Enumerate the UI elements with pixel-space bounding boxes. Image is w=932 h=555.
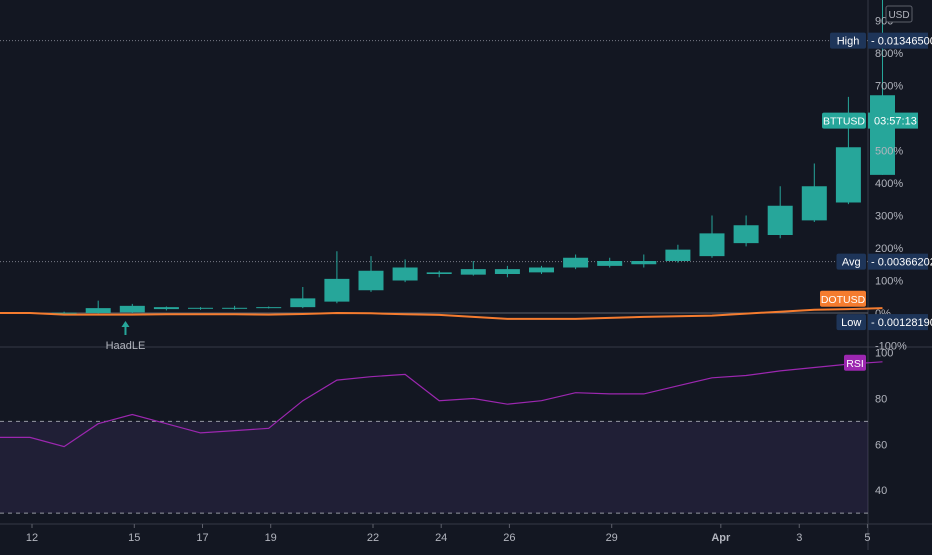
time-axis-tick-label: 5 bbox=[864, 532, 870, 544]
avg-tag-value: - 0.00366202 bbox=[871, 257, 932, 269]
candle-body[interactable] bbox=[461, 269, 486, 275]
price-axis-tick-label: 200% bbox=[875, 243, 903, 255]
last-price-tag[interactable]: BTTUSD 03:57:13 bbox=[822, 113, 918, 129]
candle-body[interactable] bbox=[836, 147, 861, 202]
high-tag-value: - 0.01346500 bbox=[871, 36, 932, 48]
candle-body[interactable] bbox=[768, 206, 793, 235]
last-price-countdown: 03:57:13 bbox=[874, 116, 917, 128]
time-axis-tick-label: 24 bbox=[435, 532, 447, 544]
time-axis-tick-label: Apr bbox=[711, 532, 731, 544]
time-axis-tick-label: 26 bbox=[503, 532, 515, 544]
low-tag-label: Low bbox=[841, 317, 861, 329]
candle-body[interactable] bbox=[665, 250, 690, 261]
low-tag-value: - 0.00128190 bbox=[871, 317, 932, 329]
avg-tag-label: Avg bbox=[842, 257, 861, 269]
time-axis-tick-label: 19 bbox=[265, 532, 277, 544]
rsi-tag-label: RSI bbox=[846, 358, 864, 370]
candle-body[interactable] bbox=[393, 268, 418, 281]
rsi-tag[interactable]: RSI bbox=[844, 355, 866, 371]
candle-body[interactable] bbox=[802, 186, 827, 220]
price-axis-tick-label: 500% bbox=[875, 146, 903, 158]
time-axis-tick-label: 3 bbox=[796, 532, 802, 544]
candle-body[interactable] bbox=[563, 258, 588, 268]
price-axis-tick-label: 700% bbox=[875, 81, 903, 93]
candle-body[interactable] bbox=[256, 307, 281, 308]
price-axis-tick-label: 400% bbox=[875, 178, 903, 190]
candle-body[interactable] bbox=[870, 95, 895, 175]
currency-button[interactable]: USD bbox=[886, 6, 912, 22]
rsi-axis-tick-label: 60 bbox=[875, 439, 887, 451]
avg-tag[interactable]: Avg - 0.00366202 bbox=[837, 254, 932, 270]
candle-body[interactable] bbox=[86, 308, 111, 313]
compare-tag-label: DOTUSD bbox=[821, 294, 866, 306]
candle-body[interactable] bbox=[154, 307, 179, 309]
high-tag-label: High bbox=[837, 36, 860, 48]
rsi-band-fill bbox=[0, 421, 868, 513]
candle-body[interactable] bbox=[359, 271, 384, 291]
candle-body[interactable] bbox=[734, 225, 759, 243]
rsi-axis-tick-label: 100 bbox=[875, 348, 893, 360]
time-axis-tick-label: 17 bbox=[196, 532, 208, 544]
candle-body[interactable] bbox=[631, 261, 656, 264]
candle-body[interactable] bbox=[120, 306, 145, 313]
candle-body[interactable] bbox=[188, 308, 213, 309]
time-axis-tick-label: 29 bbox=[606, 532, 618, 544]
time-axis-tick-label: 22 bbox=[367, 532, 379, 544]
low-tag[interactable]: Low - 0.00128190 bbox=[837, 314, 932, 330]
rsi-axis-tick-label: 80 bbox=[875, 393, 887, 405]
candle-body[interactable] bbox=[597, 261, 622, 266]
time-axis-tick-label: 15 bbox=[128, 532, 140, 544]
price-axis-tick-label: 100% bbox=[875, 276, 903, 288]
candle-body[interactable] bbox=[529, 268, 554, 273]
signal-marker-label: HaadLE bbox=[106, 340, 146, 352]
candle-body[interactable] bbox=[290, 298, 315, 307]
candle-body[interactable] bbox=[495, 269, 520, 274]
compare-tag[interactable]: DOTUSD bbox=[820, 291, 866, 307]
candle-body[interactable] bbox=[700, 233, 725, 256]
price-axis-tick-label: 800% bbox=[875, 48, 903, 60]
high-tag[interactable]: High - 0.01346500 bbox=[830, 33, 932, 49]
rsi-axis-tick-label: 40 bbox=[875, 485, 887, 497]
candle-body[interactable] bbox=[427, 272, 452, 274]
time-axis-tick-label: 12 bbox=[26, 532, 38, 544]
price-axis-tick-label: 300% bbox=[875, 211, 903, 223]
currency-label: USD bbox=[888, 10, 909, 21]
last-price-symbol: BTTUSD bbox=[823, 116, 865, 128]
candle-body[interactable] bbox=[222, 308, 247, 309]
candle-body[interactable] bbox=[324, 279, 349, 302]
